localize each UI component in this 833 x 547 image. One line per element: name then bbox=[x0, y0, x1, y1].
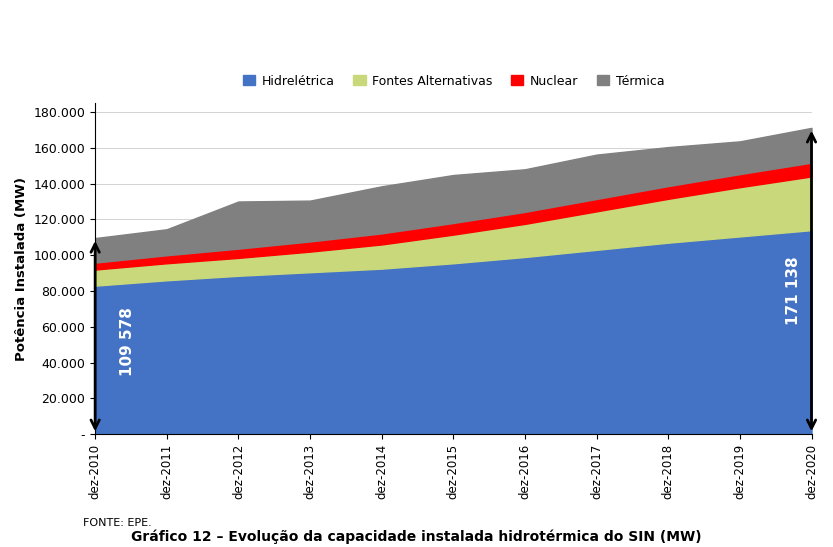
Text: Gráfico 12 – Evolução da capacidade instalada hidrotérmica do SIN (MW): Gráfico 12 – Evolução da capacidade inst… bbox=[131, 529, 702, 544]
Y-axis label: Potência Instalada (MW): Potência Instalada (MW) bbox=[15, 177, 28, 360]
Text: 109 578: 109 578 bbox=[120, 307, 135, 376]
Legend: Hidrelétrica, Fontes Alternativas, Nuclear, Térmica: Hidrelétrica, Fontes Alternativas, Nucle… bbox=[237, 69, 669, 92]
Text: FONTE: EPE.: FONTE: EPE. bbox=[83, 518, 152, 528]
Text: 171 138: 171 138 bbox=[786, 257, 801, 325]
